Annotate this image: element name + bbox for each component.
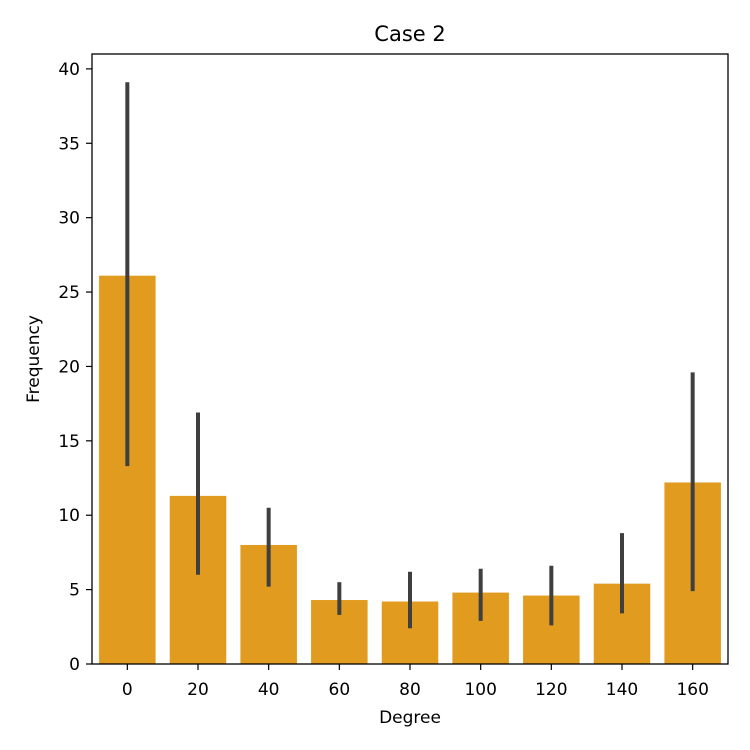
x-tick-label: 20 [187,680,209,700]
y-tick-label: 40 [58,60,80,80]
x-tick-label: 160 [676,680,708,700]
y-tick-label: 30 [58,209,80,229]
x-tick-label: 40 [258,680,280,700]
x-axis: 0 20 40 60 80 100 120 140 160 [122,664,709,700]
x-tick-label: 80 [399,680,421,700]
y-axis-label: Frequency [24,315,44,403]
y-tick-label: 5 [69,581,80,601]
chart-title: Case 2 [374,22,445,46]
y-tick-label: 10 [58,506,80,526]
y-tick-label: 15 [58,432,80,452]
y-tick-label: 0 [69,655,80,675]
x-tick-label: 60 [329,680,351,700]
y-tick-label: 35 [58,134,80,154]
bars [99,275,721,664]
x-tick-label: 0 [122,680,133,700]
y-tick-label: 25 [58,283,80,303]
error-bars [125,82,695,629]
x-tick-label: 140 [606,680,638,700]
y-axis: 0 5 10 15 20 25 30 35 40 [58,60,92,675]
y-tick-label: 20 [58,357,80,377]
x-tick-label: 100 [464,680,496,700]
x-tick-label: 120 [535,680,567,700]
x-axis-label: Degree [379,708,441,728]
